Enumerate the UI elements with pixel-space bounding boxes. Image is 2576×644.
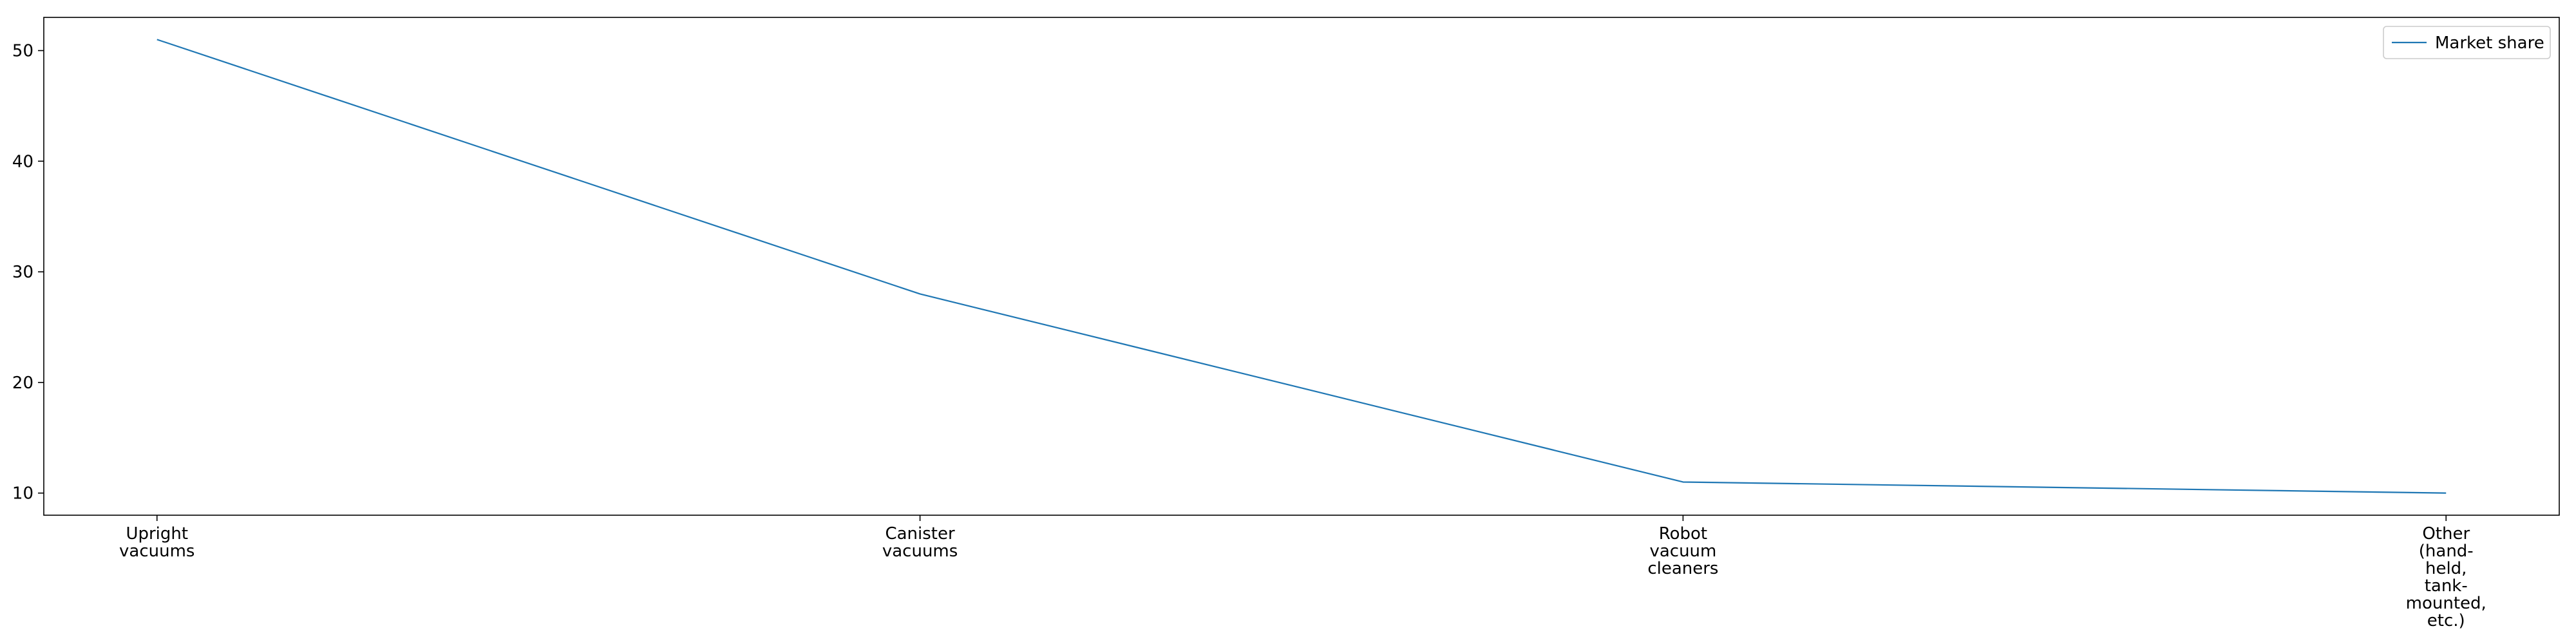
x-tick-label-line: Upright: [126, 524, 188, 544]
x-tick-label-line: cleaners: [1647, 559, 1718, 578]
x-tick-label-line: mounted,: [2406, 594, 2486, 613]
series-line-0: [156, 39, 2447, 494]
y-tick-label: 20: [12, 374, 33, 393]
x-tick-label-line: (hand-: [2419, 542, 2474, 561]
x-tick-label-line: vacuums: [119, 542, 194, 561]
y-tick-label: 30: [12, 263, 33, 282]
x-tick-label-line: held,: [2425, 559, 2467, 578]
x-tick-label: Upright vacuums: [119, 524, 194, 561]
x-tick-label: Canister vacuums: [882, 524, 958, 561]
x-tick-label-line: etc.): [2427, 611, 2465, 630]
y-tick-label: 50: [12, 42, 33, 61]
x-tick-label-line: vacuum: [1649, 542, 1716, 561]
legend-box: [2383, 26, 2551, 59]
y-tick-label: 10: [12, 484, 33, 504]
legend: Market share: [2383, 26, 2551, 59]
x-tick-label-line: Other: [2422, 524, 2470, 544]
x-tick-label: Robot vacuum cleaners: [1647, 524, 1718, 578]
x-tick-label: Other (hand-held, tank-mounted, etc.): [2406, 524, 2486, 630]
axes-frame: [43, 17, 2560, 516]
y-axis: 10 20 30 40 50: [12, 42, 44, 504]
x-tick-label-line: tank-: [2425, 576, 2468, 596]
y-tick-label: 40: [12, 152, 33, 171]
x-tick-label-line: Canister: [885, 524, 955, 544]
plot-area: [43, 17, 2560, 516]
series-layer: [156, 39, 2447, 494]
legend-label: Market share: [2435, 33, 2544, 53]
x-tick-label-line: vacuums: [882, 542, 958, 561]
x-tick-label-line: Robot: [1659, 524, 1707, 544]
